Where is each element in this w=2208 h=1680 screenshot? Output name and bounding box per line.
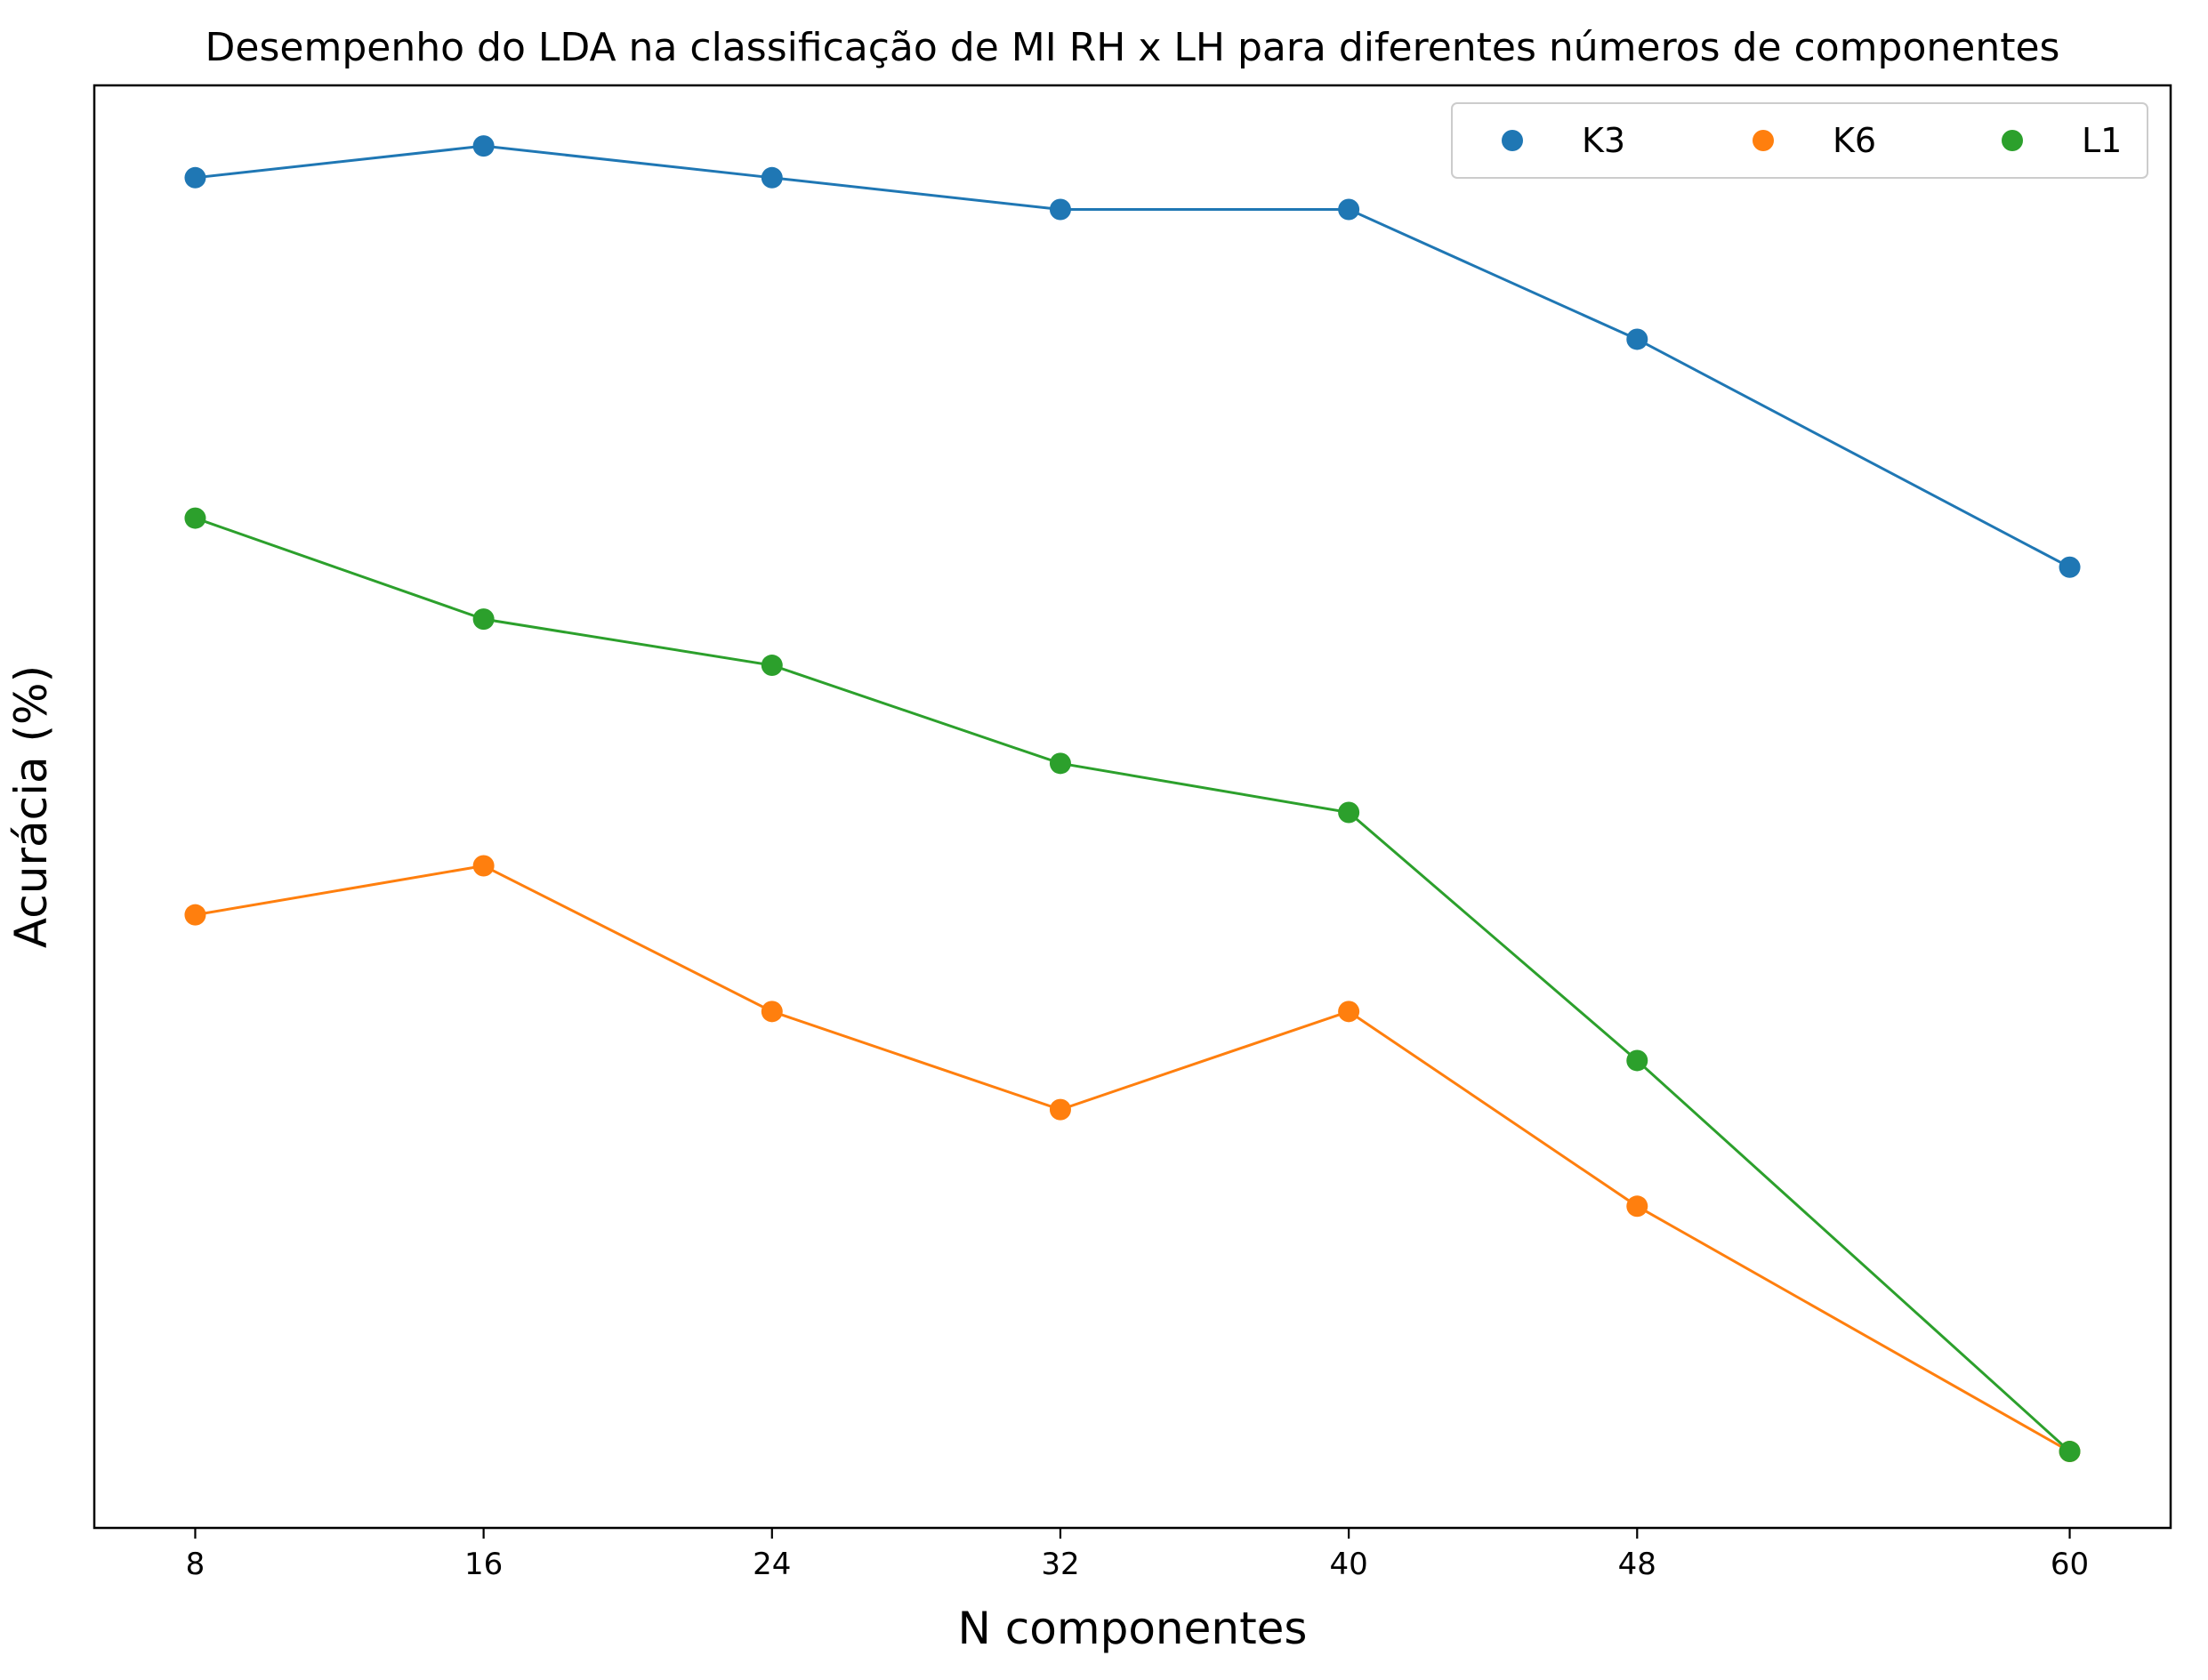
data-point-k3 xyxy=(1049,198,1071,221)
data-point-l1 xyxy=(472,608,495,631)
legend-box xyxy=(1451,102,2148,179)
data-point-k6 xyxy=(1626,1195,1648,1218)
x-tick-label: 40 xyxy=(1329,1547,1367,1582)
x-tick-label: 60 xyxy=(2051,1547,2089,1582)
data-point-k6 xyxy=(1049,1098,1071,1121)
x-axis-ticks: 8 16 24 32 40 48 60 xyxy=(186,1528,2089,1582)
series-line-k6 xyxy=(195,864,2071,1453)
data-point-k3 xyxy=(1626,328,1648,350)
series-line-k3 xyxy=(195,144,2071,569)
x-tick-label: 32 xyxy=(1041,1547,1079,1582)
data-point-l1 xyxy=(2059,1441,2081,1463)
legend-label-l1: L1 xyxy=(2082,121,2122,160)
data-point-k6 xyxy=(1338,1001,1360,1023)
chart-title: Desempenho do LDA na classificação de MI… xyxy=(205,25,2060,70)
x-tick-label: 8 xyxy=(186,1547,205,1582)
data-point-l1 xyxy=(184,507,206,529)
x-axis-label: N componentes xyxy=(958,1603,1308,1654)
legend-label-k3: K3 xyxy=(1582,121,1625,160)
data-point-l1 xyxy=(1338,801,1360,824)
plot-area xyxy=(184,135,2081,1463)
data-point-k3 xyxy=(472,135,495,157)
series-line-l1 xyxy=(194,517,2071,1453)
y-axis-label: Acurácia (%) xyxy=(5,665,57,948)
data-point-l1 xyxy=(1626,1049,1648,1072)
legend-marker-k6 xyxy=(1753,130,1774,151)
data-point-k3 xyxy=(1338,198,1360,221)
data-point-k3 xyxy=(184,166,206,189)
data-point-k6 xyxy=(472,855,495,877)
x-tick-label: 48 xyxy=(1618,1547,1656,1582)
data-point-k6 xyxy=(761,1001,783,1023)
data-point-k3 xyxy=(2059,556,2081,578)
data-point-l1 xyxy=(1049,752,1071,775)
data-point-k6 xyxy=(184,904,206,926)
x-tick-label: 16 xyxy=(464,1547,503,1582)
legend-marker-k3 xyxy=(1502,130,1523,151)
data-point-k3 xyxy=(761,166,783,189)
legend-label-k6: K6 xyxy=(1833,121,1876,160)
data-point-l1 xyxy=(761,655,783,677)
legend-marker-l1 xyxy=(2002,130,2023,151)
x-tick-label: 24 xyxy=(753,1547,791,1582)
plot-frame xyxy=(93,84,2172,1530)
legend: K3 K6 L1 xyxy=(1451,102,2148,179)
